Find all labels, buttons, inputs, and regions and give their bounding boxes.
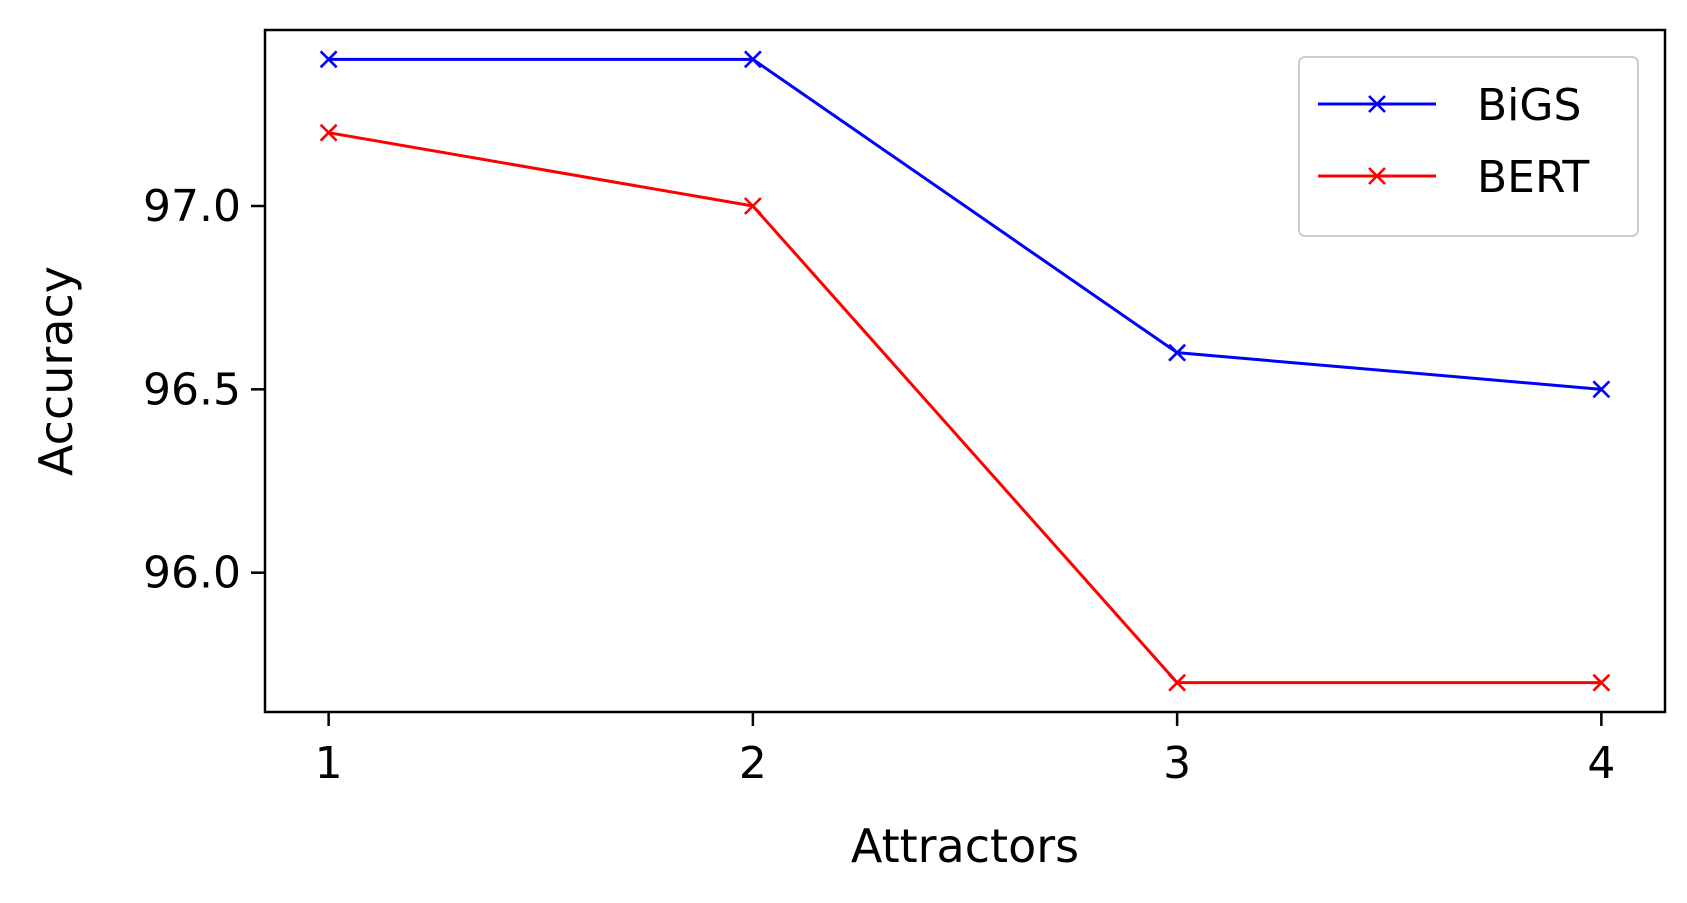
legend-marker-bert	[1368, 167, 1386, 185]
legend-label-bert: BERT	[1477, 152, 1589, 203]
x-tick-label: 3	[1163, 738, 1191, 789]
data-point-bert	[1168, 673, 1187, 692]
x-tick-label: 1	[315, 738, 343, 789]
plot-area-frame	[263, 28, 1667, 714]
legend-box	[1298, 56, 1639, 237]
legend-label-bigs: BiGS	[1477, 80, 1581, 131]
x-tick-label: 2	[739, 738, 767, 789]
y-axis-ticks: 96.0 96.5 97.0	[143, 181, 265, 599]
data-point-bigs	[743, 50, 762, 69]
x-axis-label: Attractors	[851, 819, 1079, 873]
legend: BiGS BERT	[1298, 56, 1639, 237]
data-point-bert	[319, 123, 338, 142]
y-axis-label: Accuracy	[29, 266, 83, 476]
data-point-bigs	[319, 50, 338, 69]
y-tick-label: 96.5	[143, 364, 241, 415]
series-layer	[319, 50, 1611, 692]
data-point-bert	[743, 197, 762, 215]
series-line-bert	[328, 131, 1602, 685]
x-axis-ticks: 1 2 3 4	[315, 712, 1615, 789]
x-tick-label: 4	[1587, 738, 1615, 789]
data-point-bigs	[1168, 343, 1187, 362]
series-line-bigs	[328, 57, 1602, 391]
legend-marker-bigs	[1368, 95, 1386, 113]
y-tick-label: 97.0	[143, 181, 241, 232]
y-tick-label: 96.0	[143, 548, 241, 599]
legend-items: BiGS BERT	[1318, 80, 1589, 203]
data-point-bert	[1592, 673, 1611, 692]
data-point-bigs	[1592, 380, 1611, 399]
